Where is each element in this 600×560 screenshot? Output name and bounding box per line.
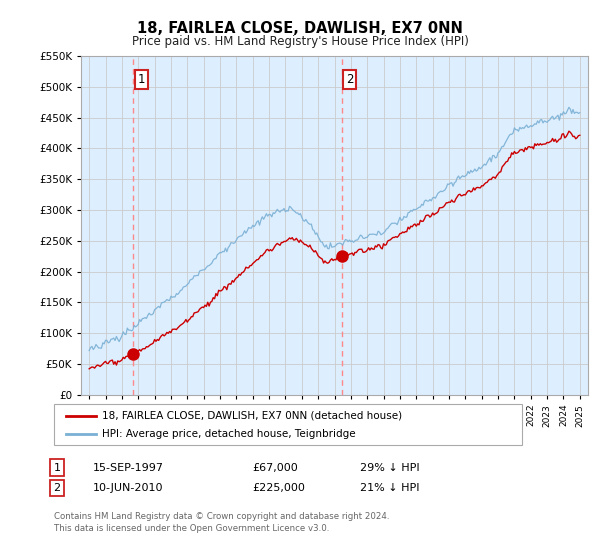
Text: 18, FAIRLEA CLOSE, DAWLISH, EX7 0NN (detached house): 18, FAIRLEA CLOSE, DAWLISH, EX7 0NN (det… (102, 411, 402, 421)
Text: £67,000: £67,000 (252, 463, 298, 473)
Text: £225,000: £225,000 (252, 483, 305, 493)
Text: 1: 1 (137, 73, 145, 86)
Text: 29% ↓ HPI: 29% ↓ HPI (360, 463, 419, 473)
Text: 18, FAIRLEA CLOSE, DAWLISH, EX7 0NN: 18, FAIRLEA CLOSE, DAWLISH, EX7 0NN (137, 21, 463, 36)
Text: 15-SEP-1997: 15-SEP-1997 (93, 463, 164, 473)
Text: 21% ↓ HPI: 21% ↓ HPI (360, 483, 419, 493)
Text: 2: 2 (53, 483, 61, 493)
Text: 1: 1 (53, 463, 61, 473)
Text: 2: 2 (346, 73, 353, 86)
Text: Contains HM Land Registry data © Crown copyright and database right 2024.
This d: Contains HM Land Registry data © Crown c… (54, 512, 389, 533)
Text: Price paid vs. HM Land Registry's House Price Index (HPI): Price paid vs. HM Land Registry's House … (131, 35, 469, 48)
Text: HPI: Average price, detached house, Teignbridge: HPI: Average price, detached house, Teig… (102, 429, 356, 438)
Text: 10-JUN-2010: 10-JUN-2010 (93, 483, 163, 493)
